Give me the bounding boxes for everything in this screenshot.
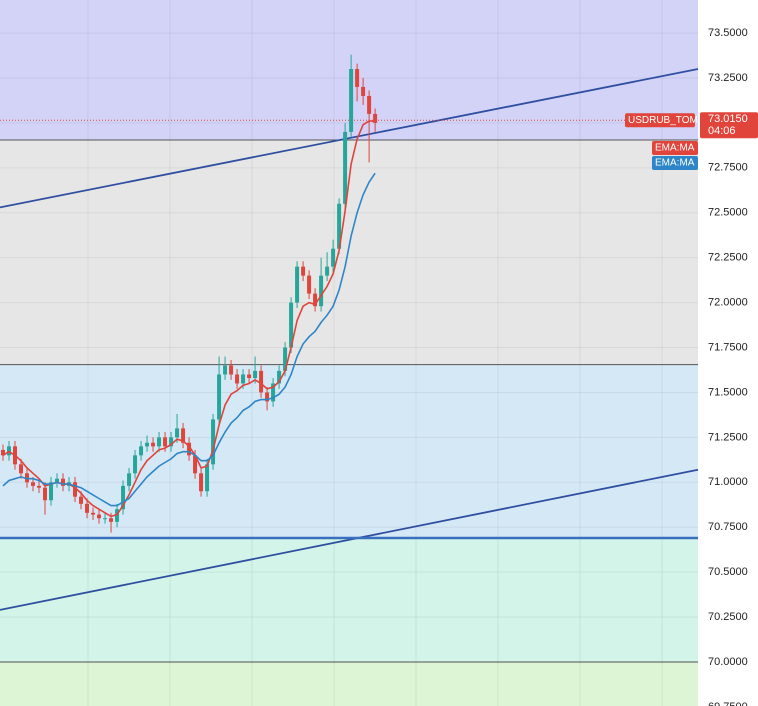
price-axis: 73.500073.250073.000072.750072.500072.25… [625,27,758,706]
plot-area [0,0,699,706]
last-price-label: 73.0150 [708,113,748,125]
y-tick-label: 70.2500 [708,611,748,623]
candle-body [259,370,264,393]
candle-body [61,478,66,486]
candle-body [361,86,366,96]
candle-body [253,370,258,379]
ema-line [2,172,376,507]
trend-line [0,468,699,611]
countdown: 04:06 [708,125,736,137]
candle-body [193,455,198,474]
y-tick-label: 72.5000 [708,207,748,219]
zone [0,139,698,365]
candle-body [313,293,318,307]
candle-body [217,374,222,420]
candle-body [25,473,30,483]
candle-body [145,442,150,447]
candle-body [37,485,42,488]
candle-body [163,437,168,447]
candle-body [373,113,378,123]
candle-body [175,428,180,438]
candle-body [289,302,294,348]
candle-body [277,370,282,384]
y-tick-label: 70.7500 [708,521,748,533]
y-tick-label: 73.5000 [708,27,748,39]
candle-body [91,512,96,515]
candle-body [121,485,126,510]
candle-body [115,509,120,522]
y-tick-label: 71.2500 [708,431,748,443]
candle-body [343,131,348,204]
candle-body [79,496,84,504]
candle-body [355,69,360,87]
candle-body [205,464,210,492]
legend-tag [652,156,698,170]
candle-body [223,365,228,375]
legend-tag [652,141,698,155]
candle-body [19,464,24,474]
candle-body [169,437,174,447]
candle-body [247,374,252,379]
y-tick-label: 73.2500 [708,72,748,84]
candle-body [187,442,192,456]
candle-body [97,514,102,519]
y-tick-label: 69.7500 [708,701,748,706]
y-tick-label: 70.5000 [708,566,748,578]
zone [0,364,698,538]
candle-body [127,473,132,486]
y-tick-label: 71.5000 [708,386,748,398]
symbol-label: USDRUB_TOM [628,115,698,126]
candle-body [331,248,336,267]
legend-label: EMA:MA [655,143,695,154]
candle-body [325,266,330,276]
candle-body [235,374,240,384]
candle-body [229,365,234,375]
candle-body [199,473,204,492]
candle-body [349,69,354,132]
candle-body [283,347,288,371]
candle-body [103,518,108,520]
candle-body [55,478,60,483]
candle-body [133,455,138,474]
y-tick-label: 72.0000 [708,297,748,309]
candle-body [1,449,6,456]
candle-body [73,482,78,497]
legend-label: EMA:MA [655,158,695,169]
candle-body [109,518,114,522]
candle-body [49,482,54,501]
candle-body [139,446,144,456]
candle-body [337,203,342,249]
zone [0,537,698,662]
y-tick-label: 72.7500 [708,162,748,174]
candle-body [151,442,156,447]
trend-line [0,68,699,209]
y-tick-label: 72.2500 [708,252,748,264]
symbol-tag [625,113,695,128]
candle-body [85,503,90,513]
candle-body [319,275,324,307]
y-tick-label: 71.0000 [708,476,748,488]
y-tick-label: 70.0000 [708,656,748,668]
candle-body [241,374,246,384]
candle-body [31,482,36,486]
candle-body [271,383,276,402]
candle-body [181,428,186,443]
candle-body [301,266,306,276]
candle-body [307,275,312,294]
y-tick-label: 71.7500 [708,341,748,353]
zone [0,0,698,140]
price-tag [700,112,758,139]
candle-body [157,437,162,447]
candle-body [43,487,48,501]
candle-body [367,95,372,114]
zone [0,661,698,706]
candle-body [211,419,216,465]
candle-body [265,392,270,402]
candle-body [295,266,300,303]
